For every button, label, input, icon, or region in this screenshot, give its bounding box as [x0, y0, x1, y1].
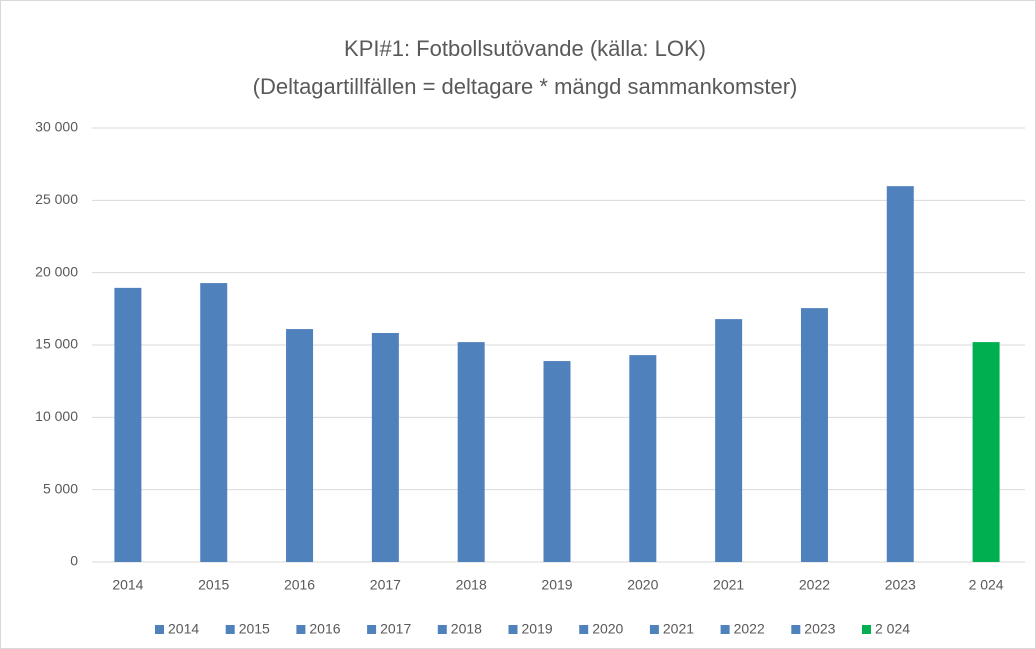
x-tick-label: 2022	[799, 577, 830, 593]
y-tick-label: 25 000	[35, 191, 78, 207]
legend-label: 2014	[168, 621, 199, 637]
bar	[286, 329, 314, 562]
legend-label: 2017	[380, 621, 411, 637]
legend-swatch	[296, 625, 306, 634]
legend-swatch	[508, 625, 518, 634]
y-tick-label: 5 000	[43, 480, 78, 496]
x-tick-label: 2023	[885, 577, 916, 593]
bar	[886, 186, 914, 562]
legend-swatch	[225, 625, 235, 634]
bar	[114, 287, 142, 562]
y-tick-label: 30 000	[35, 119, 78, 135]
y-tick-label: 15 000	[35, 336, 78, 352]
y-tick-label: 20 000	[35, 263, 78, 279]
legend-swatch	[367, 625, 377, 634]
bar	[972, 342, 1000, 562]
bar	[629, 355, 657, 562]
legend-label: 2022	[734, 621, 765, 637]
x-tick-label: 2020	[627, 577, 658, 593]
legend-swatch	[862, 625, 871, 634]
y-tick-label: 10 000	[35, 408, 78, 424]
bar	[200, 283, 228, 562]
legend-swatch	[155, 625, 164, 634]
chart-title: KPI#1: Fotbollsutövande (källa: LOK)	[344, 36, 706, 61]
legend-label: 2016	[309, 621, 340, 637]
legend-label: 2018	[451, 621, 482, 637]
bar	[800, 308, 828, 562]
x-tick-label: 2016	[284, 577, 315, 593]
legend-label: 2023	[804, 621, 835, 637]
x-tick-label: 2019	[541, 577, 572, 593]
legend-label: 2019	[522, 621, 553, 637]
x-tick-label: 2017	[370, 577, 401, 593]
y-tick-label: 0	[70, 553, 78, 569]
x-tick-label: 2018	[456, 577, 487, 593]
x-tick-label: 2 024	[969, 577, 1004, 593]
legend-swatch	[791, 625, 801, 634]
legend-swatch	[720, 625, 730, 634]
chart-subtitle: (Deltagartillfällen = deltagare * mängd …	[253, 74, 798, 99]
bar	[457, 342, 485, 562]
legend-label: 2021	[663, 621, 694, 637]
bar	[715, 319, 743, 562]
x-tick-label: 2014	[112, 577, 143, 593]
x-tick-label: 2015	[198, 577, 229, 593]
bar	[371, 332, 399, 562]
bar	[543, 361, 571, 562]
legend-label: 2020	[592, 621, 623, 637]
legend-swatch	[649, 625, 659, 634]
legend-label: 2 024	[875, 621, 910, 637]
legend-swatch	[579, 625, 589, 634]
legend-label: 2015	[239, 621, 270, 637]
legend-swatch	[437, 625, 447, 634]
x-tick-label: 2021	[713, 577, 744, 593]
